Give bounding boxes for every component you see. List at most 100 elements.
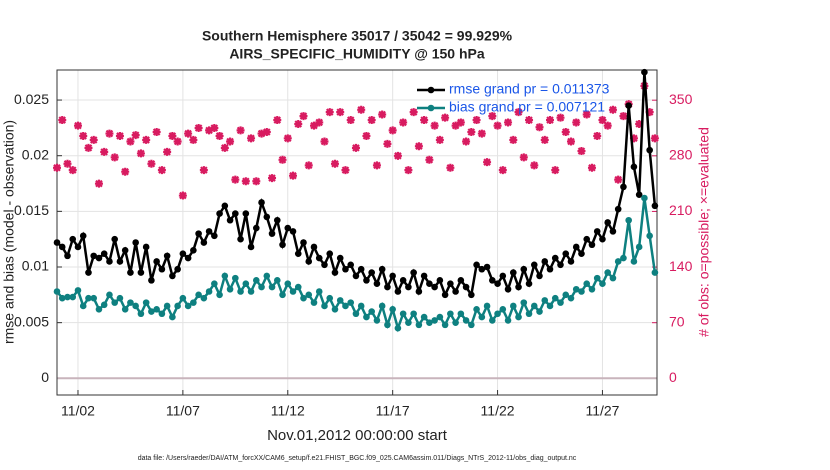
series-marker xyxy=(478,313,486,321)
series-marker xyxy=(205,228,213,235)
obs-marker xyxy=(336,108,345,117)
series-marker xyxy=(179,250,187,257)
obs-marker xyxy=(205,126,214,135)
y-tick-label: 0.005 xyxy=(14,313,49,329)
series-marker xyxy=(258,283,265,291)
series-marker xyxy=(137,310,145,318)
y2-tick-label: 0 xyxy=(669,369,677,385)
series-marker xyxy=(405,283,412,291)
series-marker xyxy=(541,258,549,265)
series-marker xyxy=(116,258,124,265)
obs-marker xyxy=(84,143,93,152)
series-marker xyxy=(641,68,648,76)
obs-marker xyxy=(551,166,560,175)
series-marker xyxy=(614,258,622,265)
series-marker xyxy=(300,239,307,246)
obs-marker xyxy=(367,116,376,125)
series-marker xyxy=(232,210,239,217)
series-marker xyxy=(536,272,543,280)
x-tick-label: 11/02 xyxy=(61,403,95,419)
series-marker xyxy=(384,321,391,329)
series-marker xyxy=(69,293,77,301)
series-marker xyxy=(294,250,302,257)
obs-marker xyxy=(294,120,303,129)
series-marker xyxy=(232,274,239,282)
obs-marker xyxy=(173,137,182,146)
series-marker xyxy=(305,291,313,299)
series-marker xyxy=(515,313,522,321)
y-tick-label: 0 xyxy=(41,369,49,385)
y2-tick-label: 140 xyxy=(669,258,693,274)
series-marker xyxy=(74,243,82,251)
series-marker xyxy=(578,250,585,257)
series-marker xyxy=(111,235,118,243)
series-marker xyxy=(494,310,501,318)
series-marker xyxy=(342,302,349,310)
series-marker xyxy=(578,288,585,295)
obs-marker xyxy=(189,135,198,144)
series-marker xyxy=(457,310,465,318)
series-marker xyxy=(420,272,428,280)
series-marker xyxy=(85,269,92,276)
series-marker xyxy=(347,261,355,269)
series-marker xyxy=(153,305,160,313)
series-marker xyxy=(436,277,444,284)
series-marker xyxy=(641,194,648,202)
series-marker xyxy=(200,239,208,246)
series-marker xyxy=(69,235,77,243)
series-marker xyxy=(263,213,271,221)
series-marker xyxy=(515,283,522,291)
series-marker xyxy=(352,310,360,318)
series-marker xyxy=(263,272,271,280)
series-marker xyxy=(583,280,591,287)
series-marker xyxy=(268,283,276,291)
obs-marker xyxy=(226,137,235,146)
series-marker xyxy=(384,283,391,291)
series-marker xyxy=(530,261,538,269)
series-marker xyxy=(58,243,66,251)
series-marker xyxy=(132,239,139,246)
x-tick-label: 11/12 xyxy=(271,403,305,419)
series-marker xyxy=(116,294,124,302)
legend-label: rmse grand pr = 0.011373 xyxy=(449,81,610,97)
obs-marker xyxy=(168,131,177,140)
series-marker xyxy=(211,232,218,240)
y-axis-label: rmse and bias (model - observation) xyxy=(1,120,17,344)
obs-marker xyxy=(341,166,350,175)
obs-marker xyxy=(53,163,61,172)
series-marker xyxy=(494,280,501,287)
obs-marker xyxy=(582,110,591,119)
plot-frame xyxy=(56,69,658,396)
series-marker xyxy=(79,232,87,240)
obs-marker xyxy=(629,134,638,143)
series-marker xyxy=(95,254,103,262)
series-marker xyxy=(153,258,160,265)
obs-marker xyxy=(378,110,387,119)
series-marker xyxy=(620,254,627,262)
series-marker xyxy=(289,228,297,235)
y2-tick-label: 280 xyxy=(669,147,693,163)
series-marker xyxy=(520,265,528,273)
series-marker xyxy=(253,224,260,232)
obs-marker xyxy=(247,134,256,143)
series-marker xyxy=(310,299,318,306)
series-marker xyxy=(489,277,496,284)
series-marker xyxy=(336,254,344,262)
y-tick-label: 0.02 xyxy=(22,146,49,162)
series-marker xyxy=(614,205,622,213)
series-marker xyxy=(284,280,292,287)
series-marker xyxy=(625,216,632,224)
series-marker xyxy=(315,254,323,262)
series-marker xyxy=(452,319,459,326)
series-marker xyxy=(405,319,412,326)
series-marker xyxy=(90,252,98,260)
obs-marker xyxy=(561,127,570,136)
obs-marker xyxy=(283,134,292,143)
series-marker xyxy=(310,243,318,251)
obs-marker xyxy=(351,143,360,152)
obs-marker xyxy=(136,149,145,158)
series-marker xyxy=(509,302,517,310)
obs-marker xyxy=(110,153,119,162)
series-marker xyxy=(200,294,208,302)
plot-area xyxy=(53,68,659,333)
